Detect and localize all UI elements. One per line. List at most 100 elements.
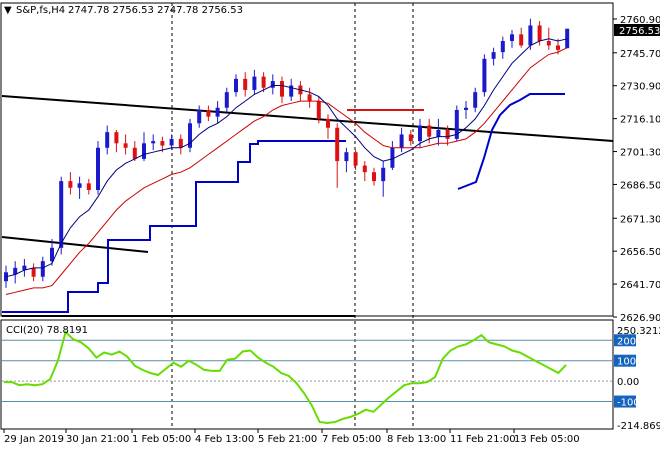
price-tick-label: 2641.70 xyxy=(620,280,660,291)
time-tick-label: 4 Feb 13:00 xyxy=(195,434,254,445)
candle-body xyxy=(132,147,137,159)
candle-body xyxy=(22,265,27,271)
candle-body xyxy=(270,81,275,88)
current-price-marker xyxy=(614,24,660,36)
candle-body xyxy=(188,123,192,148)
candle-body xyxy=(381,167,386,182)
candle-body xyxy=(114,132,119,144)
cci-level-badge xyxy=(614,334,636,347)
candle-body xyxy=(491,52,496,59)
candle-body xyxy=(197,109,202,124)
cci-tick-label: 250.3212 xyxy=(617,326,660,337)
candle-body xyxy=(234,78,238,93)
time-tick-label: 8 Feb 13:00 xyxy=(387,434,446,445)
candle-body xyxy=(546,41,551,46)
candle-body xyxy=(142,143,146,159)
candle-body xyxy=(565,28,570,49)
cci-tick-label: 100 xyxy=(617,357,636,368)
price-tick-label: 2671.30 xyxy=(620,214,660,225)
time-tick-label: 13 Feb 05:00 xyxy=(514,434,580,445)
candle-body xyxy=(399,134,404,148)
candle-body xyxy=(50,247,54,262)
candle-body xyxy=(261,76,266,88)
candle-body xyxy=(427,125,432,137)
cci-tick-label: -100 xyxy=(617,398,640,409)
stepline-left xyxy=(2,140,346,313)
candle-body xyxy=(123,143,128,148)
candle-body xyxy=(31,267,36,277)
candle-body xyxy=(500,41,505,53)
stepline-right xyxy=(457,93,565,190)
candle-body xyxy=(307,94,312,102)
time-tick-label: 7 Feb 05:00 xyxy=(322,434,381,445)
candle-body xyxy=(326,118,330,128)
candle-body xyxy=(151,141,156,144)
header-triangle-icon[interactable]: ▼ xyxy=(4,5,12,16)
candle-body xyxy=(280,81,284,97)
candle-body xyxy=(556,45,560,50)
candle-body xyxy=(445,129,450,139)
candle-body xyxy=(390,147,395,168)
price-tick-label: 2716.10 xyxy=(620,115,660,126)
candle-body xyxy=(86,183,91,191)
cci-tick-label: 0.00 xyxy=(617,377,639,388)
time-tick-label: 30 Jan 21:00 xyxy=(66,434,129,445)
candle-body xyxy=(418,125,422,142)
price-tick-label: 2760.90 xyxy=(620,15,660,26)
fast-ma-line xyxy=(5,38,568,278)
candle-body xyxy=(482,58,487,93)
candle-body xyxy=(316,101,321,119)
candle-body xyxy=(528,25,533,46)
candle-body xyxy=(362,165,367,173)
price-axis: 2760.90 2745.70 2730.90 2716.10 2701.30 2686.… xyxy=(613,15,660,324)
main-panel-frame xyxy=(0,2,614,317)
candle-body xyxy=(454,109,459,139)
time-tick-label: 5 Feb 21:00 xyxy=(258,434,317,445)
header-ohlc: 2747.78 2756.53 2747.78 2756.53 xyxy=(68,5,243,16)
candle-body xyxy=(224,92,229,108)
candles xyxy=(4,18,570,288)
trendline-upper[interactable] xyxy=(1,95,614,142)
price-tick-label: 2745.70 xyxy=(620,49,660,60)
candle-body xyxy=(436,129,441,137)
candle-body xyxy=(252,76,257,90)
slow-ma-line xyxy=(5,47,568,295)
candle-body xyxy=(372,172,376,182)
time-tick-label: 11 Feb 21:00 xyxy=(450,434,516,445)
candle-body xyxy=(408,134,413,142)
cci-level-badge xyxy=(614,354,636,367)
candle-body xyxy=(473,92,478,108)
candle-body xyxy=(59,181,64,248)
cci-tick-label: 200 xyxy=(617,336,636,347)
candle-body xyxy=(519,34,524,46)
price-tick-label: 2701.30 xyxy=(620,148,660,159)
candle-body xyxy=(68,181,73,188)
cci-level-badge xyxy=(614,395,636,408)
cci-panel-frame xyxy=(0,319,614,430)
candle-body xyxy=(160,141,165,146)
cci-header: CCI(20) 78.8191 xyxy=(6,325,88,336)
candle-body xyxy=(289,85,294,97)
candle-body xyxy=(537,25,542,42)
candle-body xyxy=(335,127,340,162)
candle-body xyxy=(353,152,358,166)
trendline-lower[interactable] xyxy=(1,236,149,253)
price-tick-label: 2626.90 xyxy=(620,313,660,324)
candle-body xyxy=(105,132,110,148)
time-tick-label: 1 Feb 05:00 xyxy=(132,434,191,445)
candle-body xyxy=(96,147,100,191)
candle-body xyxy=(169,138,174,146)
candle-body xyxy=(178,138,183,148)
candle-body xyxy=(510,34,514,42)
price-tick-label: 2686.50 xyxy=(620,180,660,191)
cci-line xyxy=(4,330,567,425)
cci-grid xyxy=(2,339,613,403)
header-symbol: S&P,fs,H4 xyxy=(16,5,65,16)
candle-body xyxy=(77,183,82,188)
candle-body xyxy=(243,78,248,90)
candle-body xyxy=(206,109,211,117)
time-axis: 29 Jan 2019 30 Jan 21:00 1 Feb 05:00 4 Feb … xyxy=(3,429,580,445)
candle-body xyxy=(40,261,45,277)
